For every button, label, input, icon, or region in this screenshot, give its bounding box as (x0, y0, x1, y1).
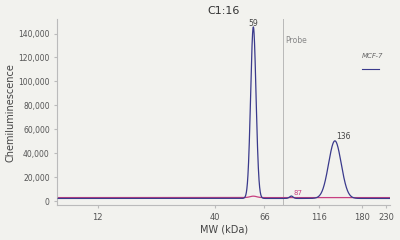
Y-axis label: Chemiluminescence: Chemiluminescence (6, 63, 16, 162)
Text: MCF-7: MCF-7 (362, 53, 384, 59)
Text: Probe: Probe (285, 36, 307, 45)
Title: C1:16: C1:16 (208, 6, 240, 16)
Text: 59: 59 (249, 18, 258, 28)
Text: 136: 136 (336, 132, 350, 141)
X-axis label: MW (kDa): MW (kDa) (200, 224, 248, 234)
Text: 87: 87 (293, 190, 302, 196)
